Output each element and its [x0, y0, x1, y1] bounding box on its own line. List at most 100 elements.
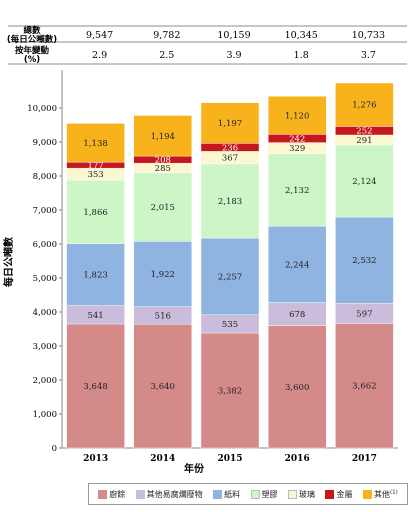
legend-item-metals: 金屬 — [325, 489, 352, 500]
bar-segment-paper — [335, 216, 394, 304]
data-label: 291 — [356, 136, 372, 146]
legend-label: 金屬 — [336, 489, 353, 499]
data-label: 1,866 — [83, 208, 107, 218]
x-tick-label: 2014 — [150, 454, 175, 464]
bar-segment-plastics — [268, 153, 327, 227]
data-label: 329 — [289, 144, 305, 154]
data-label: 177 — [87, 161, 103, 171]
y-tick-label: 0 — [52, 444, 57, 454]
data-label: 2,132 — [285, 186, 309, 196]
legend-swatch — [98, 489, 108, 499]
legend-swatch — [288, 489, 298, 499]
bar-segment-others — [66, 123, 125, 163]
x-tick-label: 2017 — [352, 454, 377, 464]
y-tick-label: 8,000 — [33, 172, 57, 182]
y-tick-label: 10,000 — [27, 104, 57, 114]
data-label: 2,015 — [151, 203, 175, 213]
data-label: 1,922 — [151, 270, 175, 280]
data-label: 208 — [155, 156, 171, 166]
data-label: 597 — [356, 309, 372, 319]
legend-footnote-mark: (1) — [389, 488, 398, 495]
table-change-value: 2.5 — [159, 50, 174, 61]
y-tick-label: 1,000 — [33, 410, 57, 420]
y-tick-label: 4,000 — [33, 308, 57, 318]
summary-table: 總數 (每日公噸數) 按年變動 (%) 9,547 2.9 9,782 2.5 10,1… — [7, 25, 407, 65]
bar-segment-paper — [66, 243, 125, 306]
bar-segment-food — [335, 323, 394, 449]
data-label: 252 — [356, 127, 372, 137]
bar-segment-plastics — [335, 144, 394, 218]
x-tick-label: 2013 — [83, 454, 108, 464]
data-label: 1,194 — [151, 132, 175, 142]
legend-label: 玻璃 — [299, 489, 316, 499]
legend-swatch — [213, 489, 223, 499]
bar-segment-others — [200, 102, 260, 144]
x-tick-label: 2016 — [285, 454, 310, 464]
table-total-value: 9,782 — [153, 30, 180, 41]
bar-segment-food — [66, 323, 125, 449]
data-label: 1,823 — [83, 271, 107, 281]
bar-segment-others — [268, 96, 327, 135]
data-label: 678 — [289, 310, 305, 320]
legend-item-others: 其他(1) — [362, 488, 398, 500]
data-label: 3,600 — [285, 383, 309, 393]
bar-segment-others — [335, 82, 394, 127]
y-tick-label: 7,000 — [33, 206, 57, 216]
legend-item-glass: 玻璃 — [288, 489, 315, 500]
data-label: 2,244 — [285, 260, 309, 270]
legend-swatch — [250, 489, 260, 499]
legend-item-food: 廚餘 — [98, 489, 125, 500]
bar-segment-paper — [200, 237, 260, 316]
table-total-value: 10,345 — [285, 30, 318, 41]
data-label: 3,640 — [151, 382, 175, 392]
bar-segment-plastics — [200, 163, 260, 239]
table-change-value: 2.9 — [92, 50, 107, 61]
bar-segment-food — [133, 324, 193, 449]
bar-segment-food — [268, 325, 327, 449]
table-change-label: 按年變動 — [15, 45, 50, 56]
y-tick-label: 5,000 — [33, 274, 57, 284]
data-label: 3,382 — [218, 387, 242, 397]
data-label: 1,120 — [285, 111, 309, 121]
legend-item-plastics: 塑膠 — [250, 489, 278, 500]
bar-segment-plastics — [133, 172, 193, 242]
legend-label: 紙料 — [224, 489, 241, 499]
table-change-value: 3.7 — [361, 50, 376, 61]
data-label: 1,276 — [352, 101, 376, 111]
legend-label: 廚餘 — [109, 489, 126, 499]
data-label: 535 — [222, 320, 238, 330]
y-axis-title: 每日公噸數 — [2, 237, 15, 287]
bar-segment-paper — [133, 241, 193, 307]
legend-swatch — [325, 489, 335, 499]
table-total-value: 10,733 — [352, 30, 385, 41]
table-total-value: 10,159 — [217, 30, 250, 41]
bar-segment-food — [200, 332, 260, 449]
data-label: 2,257 — [218, 272, 242, 282]
table-change-value: 1.8 — [294, 50, 309, 61]
data-label: 236 — [222, 143, 238, 153]
table-change-sublabel: (%) — [24, 55, 40, 65]
data-label: 2,183 — [218, 197, 242, 207]
data-label: 2,532 — [352, 256, 376, 266]
bar-segment-others — [133, 115, 193, 157]
data-label: 1,197 — [218, 119, 242, 129]
data-label: 353 — [87, 170, 103, 180]
data-label: 242 — [289, 134, 305, 144]
table-total-sublabel: (每日公噸數) — [7, 34, 57, 45]
data-label: 367 — [222, 154, 238, 164]
table-change-value: 3.9 — [226, 50, 241, 61]
legend-label: 其他易腐爛廢物 — [146, 489, 203, 499]
y-tick-label: 9,000 — [33, 138, 57, 148]
x-axis-title: 年份 — [184, 462, 205, 475]
data-label: 3,662 — [352, 382, 376, 392]
legend-item-paper: 紙料 — [213, 489, 240, 500]
data-label: 3,648 — [83, 382, 107, 392]
y-tick-label: 2,000 — [33, 376, 57, 386]
data-label: 285 — [155, 164, 171, 174]
table-total-value: 9,547 — [86, 30, 113, 41]
legend-item-other_putrescibles: 其他易腐爛廢物 — [135, 489, 203, 500]
table-total-label: 總數 — [23, 25, 41, 36]
y-tick-label: 3,000 — [33, 342, 57, 352]
legend-label: 塑膠 — [261, 489, 278, 499]
